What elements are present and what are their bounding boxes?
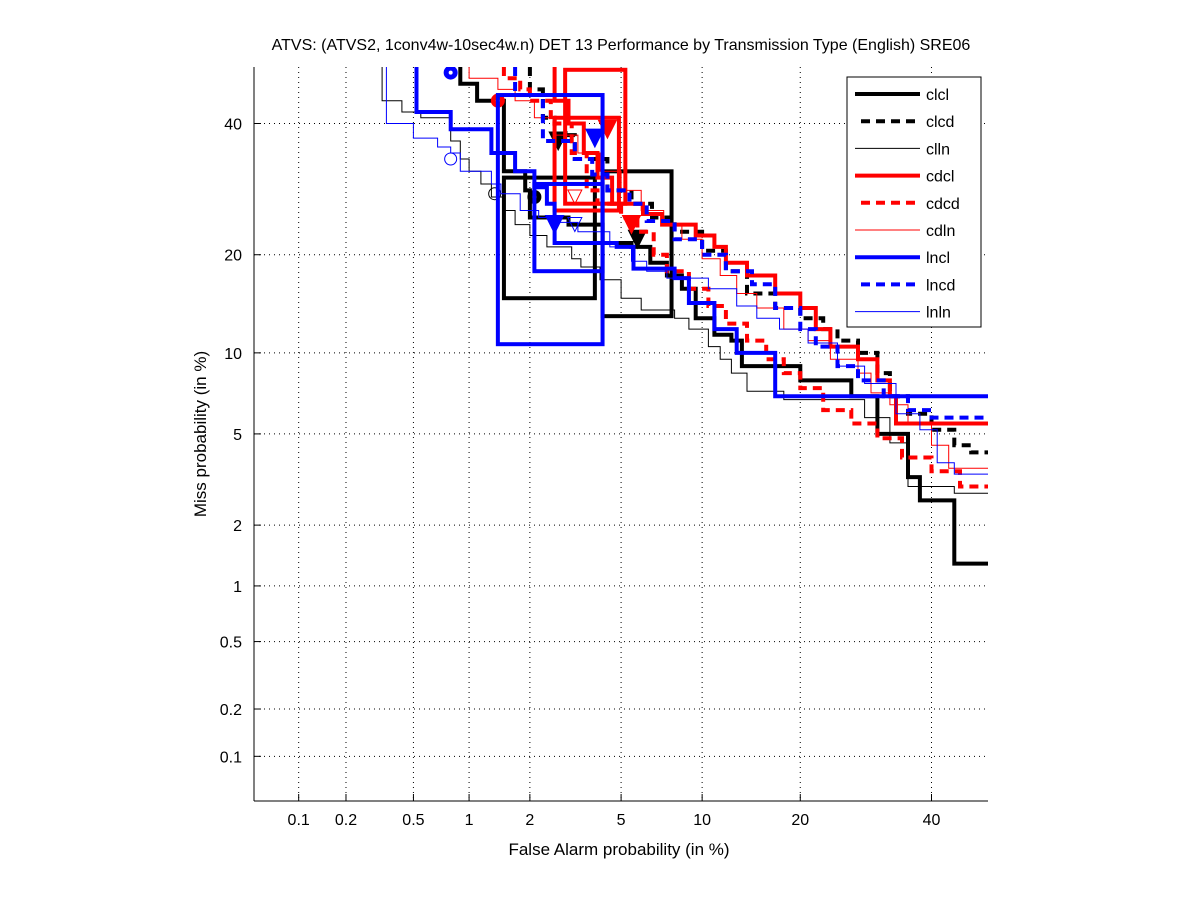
y-tick-label: 40 (224, 117, 242, 134)
series-layer (381, 67, 988, 566)
legend-label-lncl: lncl (926, 250, 950, 267)
y-tick-label: 20 (224, 248, 242, 265)
confidence-box-cdcl (552, 115, 621, 213)
y-axis-label: Miss probability (in %) (191, 351, 210, 517)
min-dcf-marker-cdcd (621, 215, 642, 235)
legend-label-cdcd: cdcd (926, 196, 960, 213)
legend-label-clcd: clcd (926, 114, 954, 131)
legend-label-cdln: cdln (926, 223, 955, 240)
series-cdln (468, 67, 988, 469)
eer-marker-center (448, 70, 453, 75)
x-axis-ticks: 0.1 0.2 0.5 1 2 5 10 20 40 (288, 794, 941, 829)
x-tick-label: 0.2 (335, 812, 357, 829)
y-tick-label: 0.5 (220, 635, 242, 652)
y-tick-label: 5 (233, 427, 242, 444)
legend-label-clln: clln (926, 141, 950, 158)
confidence-box-clcl (501, 175, 597, 301)
min-dcf-marker-lnln (567, 217, 583, 233)
series-lncl (414, 67, 988, 399)
y-tick-label: 0.1 (220, 749, 242, 766)
x-tick-label: 0.5 (402, 812, 424, 829)
min-dcf-marker-cdln (567, 189, 583, 206)
x-axis-label: False Alarm probability (in %) (508, 840, 729, 859)
y-tick-label: 2 (233, 518, 242, 535)
x-tick-label: 40 (923, 812, 941, 829)
min-dcf-marker-clcl (627, 229, 648, 250)
legend-label-lncd: lncd (926, 277, 955, 294)
min-dcf-marker-lncd (585, 128, 605, 149)
eer-marker-lnln (444, 152, 458, 166)
det-curve-lncl (414, 67, 988, 399)
x-tick-label: 20 (791, 812, 809, 829)
legend-label-clcl: clcl (926, 87, 949, 104)
y-tick-label: 1 (233, 579, 242, 596)
series-lnln (385, 67, 988, 475)
x-tick-label: 1 (465, 812, 474, 829)
legend-label-cdcl: cdcl (926, 169, 954, 186)
confidence-box-cdcl (563, 67, 628, 206)
y-axis-ticks: 0.1 0.2 0.5 1 2 5 10 20 40 (220, 117, 261, 766)
chart-title: ATVS: (ATVS2, 1conv4w-10sec4w.n) DET 13 … (272, 37, 971, 54)
x-tick-label: 0.1 (288, 812, 310, 829)
det-curve-lnln (385, 67, 988, 475)
min-dcf-marker-lncl (544, 215, 565, 235)
series-lncd (513, 67, 988, 420)
det-curve-cdln (468, 67, 988, 469)
legend-label-lnln: lnln (926, 305, 951, 322)
x-tick-label: 2 (525, 812, 534, 829)
x-tick-label: 5 (617, 812, 626, 829)
y-tick-label: 0.2 (220, 702, 242, 719)
y-tick-label: 10 (224, 346, 242, 363)
confidence-box-lncl (532, 181, 605, 274)
legend: clcl clcd clln cdcl cdcd cdln lncl lncd lnln (846, 76, 982, 328)
x-tick-label: 10 (693, 812, 711, 829)
